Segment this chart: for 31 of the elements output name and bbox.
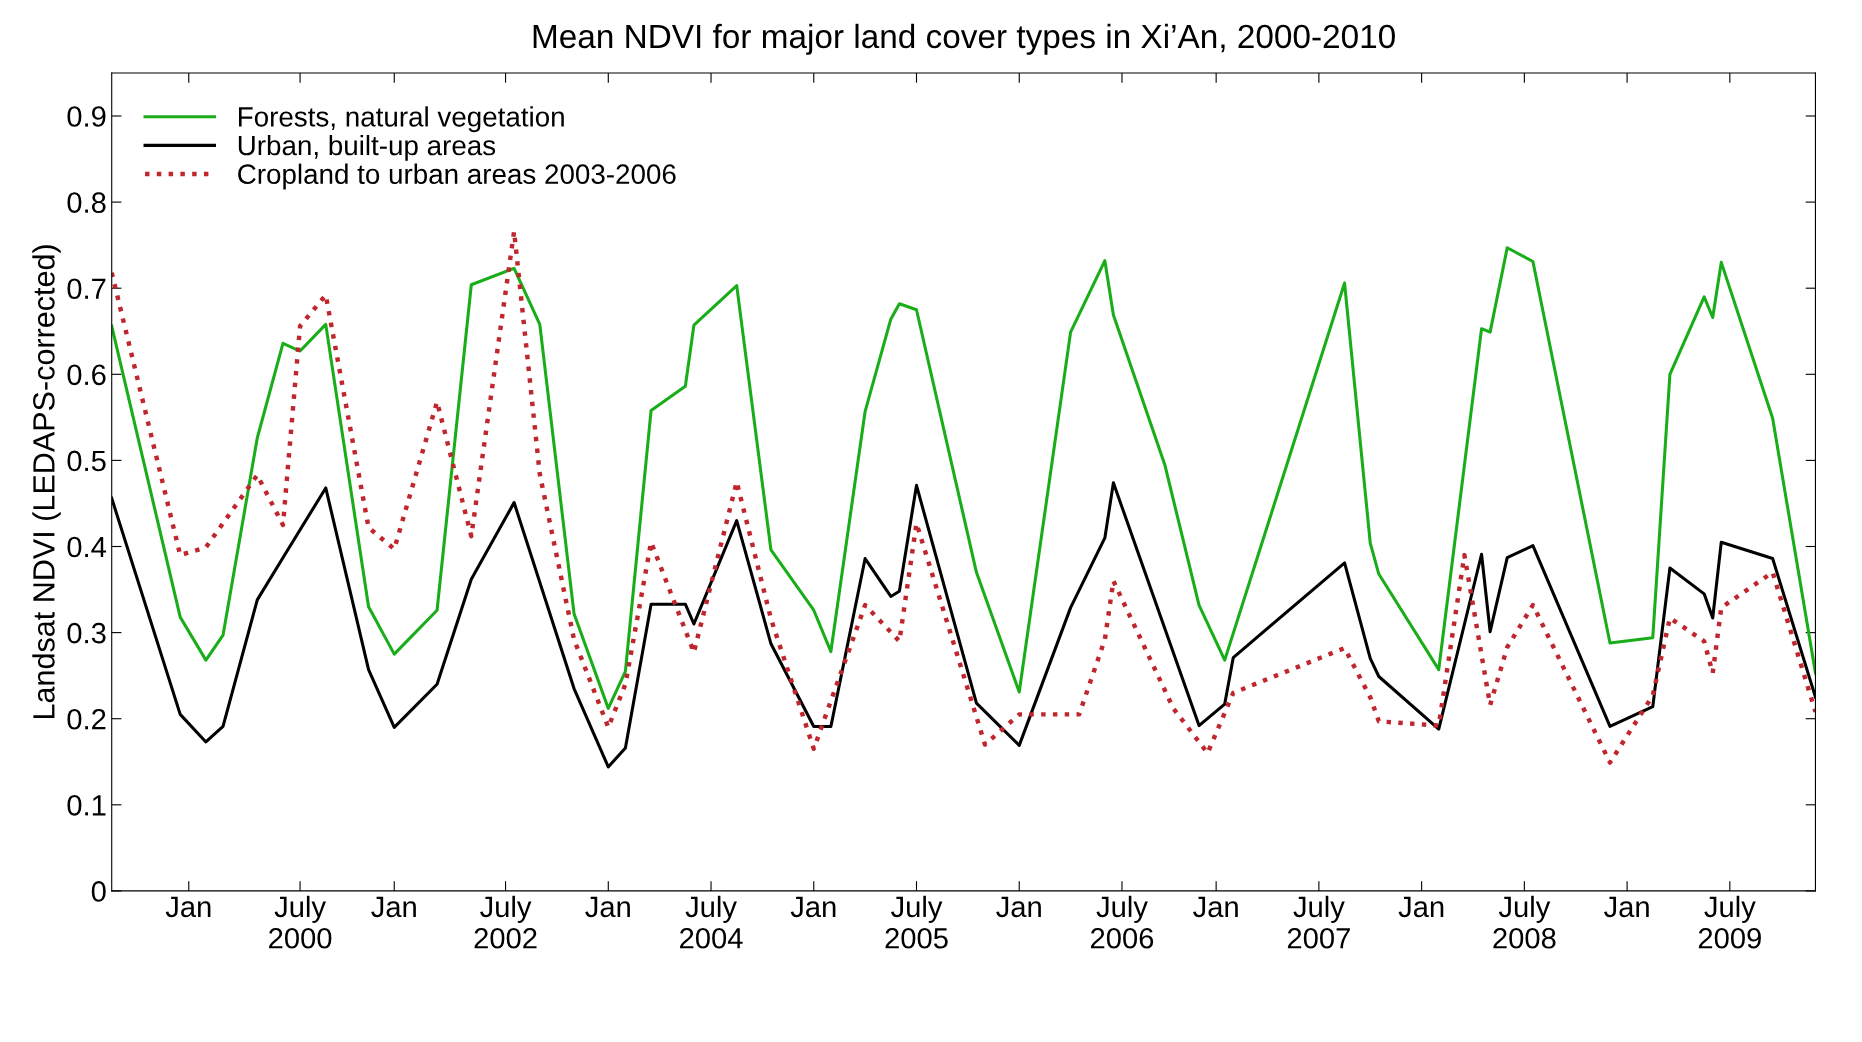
x-tick-label: Jan	[1604, 896, 1649, 918]
legend-label: Cropland to urban areas 2003-2006	[238, 163, 676, 190]
y-tick-label: 0.4	[67, 536, 107, 558]
y-tick-label: 0.2	[67, 708, 106, 730]
y-tick-label: 0.5	[67, 450, 106, 472]
x-tick-label: July 2004	[680, 895, 743, 949]
x-tick-label: Jan	[1398, 896, 1444, 918]
x-tick-label: Jan	[790, 896, 836, 918]
legend-label: Urban, built-up areas	[238, 134, 496, 161]
legend-label: Forests, natural vegetation	[239, 106, 564, 133]
x-tick-label: Jan	[1193, 896, 1238, 918]
y-tick-label: 0.8	[67, 192, 106, 213]
x-tick-label: Jan	[371, 896, 416, 918]
y-tick-label: 0.3	[67, 622, 106, 644]
chart-title: Mean NDVI for major land cover types in Xi’An, 2000-2010	[533, 23, 1395, 55]
y-axis-title: Landsat NDVI (LEDAPS-corrected)	[32, 245, 61, 718]
x-tick-label: July 2000	[269, 895, 332, 949]
x-tick-label: July 2008	[1493, 895, 1556, 949]
x-tick-label: July 2006	[1091, 895, 1154, 949]
x-tick-label: July 2005	[885, 895, 948, 949]
x-tick-label: Jan	[996, 896, 1041, 918]
x-tick-label: Jan	[585, 896, 630, 918]
y-tick-label: 0.7	[67, 278, 106, 300]
y-tick-label: 0.6	[67, 364, 106, 386]
x-tick-label: July 2002	[474, 895, 537, 949]
y-tick-label: 0.1	[67, 795, 106, 816]
x-tick-label: Jan	[165, 896, 211, 918]
y-tick-label: 0	[91, 881, 106, 902]
x-tick-label: July 2007	[1287, 895, 1350, 949]
y-tick-label: 0.9	[67, 106, 106, 127]
x-tick-label: July 2009	[1698, 895, 1761, 949]
